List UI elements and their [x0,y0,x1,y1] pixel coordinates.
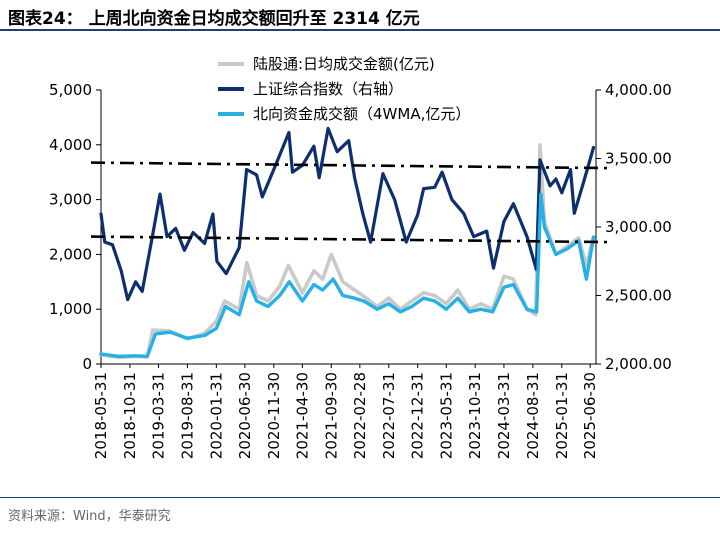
turnover-series-line [99,143,596,360]
x-tick-label: 2019-08-31 [178,372,196,459]
right-tick-label: 2,000.00 [605,355,672,373]
left-tick-label: 0 [82,355,92,373]
reference-line-1 [90,161,609,170]
left-tick-label: 1,000 [49,300,92,318]
x-tick-label: 2023-10-31 [466,372,484,459]
left-tick-label: 4,000 [49,136,92,154]
x-tick-label: 2022-07-31 [380,372,398,459]
x-tick-label: 2021-09-30 [322,372,340,459]
x-tick-label: 2024-08-31 [524,372,542,459]
chart-title: 图表24： 上周北向资金日均成交额回升至 2314 亿元 [8,9,420,29]
x-tick-label: 2022-02-28 [351,372,369,459]
right-tick-label: 3,500.00 [605,150,672,168]
x-tick-label: 2018-05-31 [92,372,110,459]
right-tick-label: 2,500.00 [605,287,672,305]
right-tick-label: 3,000.00 [605,218,672,236]
northbound-series-line [99,192,596,358]
chart-axes: 0 1,000 2,000 3,000 4,000 5,000 2,000.00 2,500.… [49,81,672,459]
right-tick-label: 4,000.00 [605,81,672,99]
left-tick-label: 5,000 [49,81,92,99]
index-series-line [99,126,596,302]
chart-legend: 陆股通:日均成交金额(亿元) 上证综合指数（右轴） 北向资金成交额（4WMA,亿元） [218,55,470,123]
x-tick-label: 2020-11-30 [265,372,283,459]
chart-reference-lines [90,161,609,244]
x-tick-label: 2025-06-30 [581,372,599,459]
x-tick-label: 2021-04-30 [293,372,311,459]
x-tick-label: 2024-03-31 [495,372,513,459]
left-tick-label: 3,000 [49,191,92,209]
x-tick-label: 2020-01-31 [207,372,225,459]
legend-item-turnover-label: 陆股通:日均成交金额(亿元) [253,55,435,73]
legend-item-northbound-label: 北向资金成交额（4WMA,亿元） [253,105,470,123]
chart-series [99,126,596,360]
reference-line-2 [90,235,609,244]
x-tick-label: 2022-12-31 [409,372,427,459]
x-tick-label: 2018-10-31 [121,372,139,459]
source-note: 资料来源：Wind，华泰研究 [8,509,171,524]
left-tick-label: 2,000 [49,245,92,263]
title-rule [0,29,720,31]
legend-item-index-label: 上证综合指数（右轴） [253,80,403,98]
source-rule [0,497,720,498]
x-tick-label: 2020-06-30 [236,372,254,459]
x-tick-label: 2019-03-31 [149,372,167,459]
x-tick-label: 2023-05-31 [437,372,455,459]
x-tick-label: 2025-01-31 [553,372,571,459]
